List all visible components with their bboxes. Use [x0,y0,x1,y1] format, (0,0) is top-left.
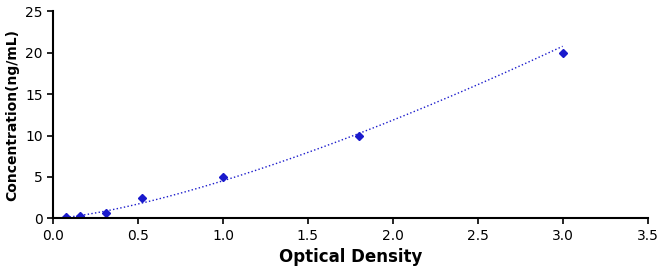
Y-axis label: Concentration(ng/mL): Concentration(ng/mL) [5,29,19,201]
X-axis label: Optical Density: Optical Density [279,248,422,267]
